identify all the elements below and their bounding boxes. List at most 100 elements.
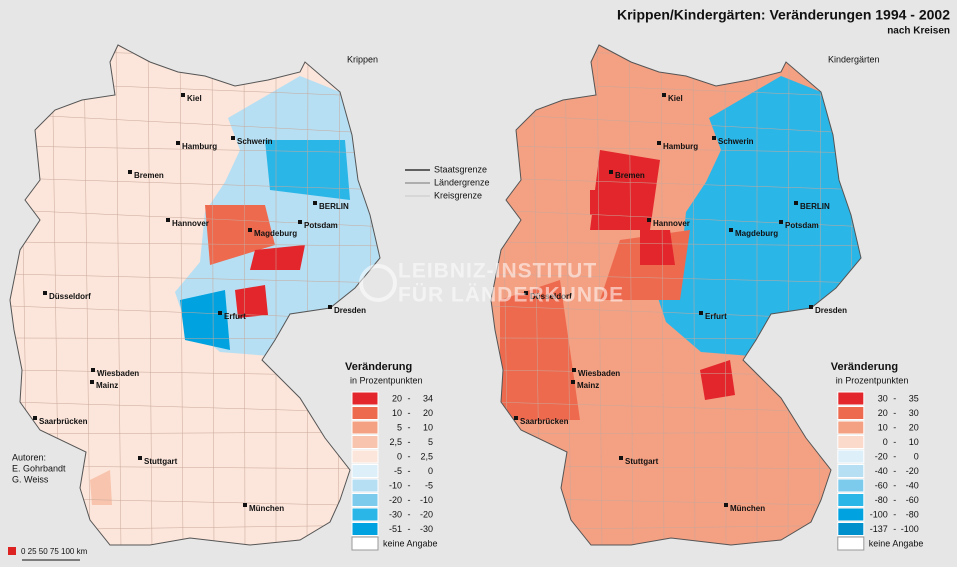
map-label: Kindergärten <box>828 54 880 64</box>
legend-dash: - <box>893 480 896 490</box>
city-marker <box>571 380 575 384</box>
legend-swatch <box>351 449 379 464</box>
legend-swatch <box>351 478 379 493</box>
city-label: BERLIN <box>800 202 830 211</box>
legend-swatch <box>837 464 865 478</box>
city-marker <box>218 311 222 315</box>
legend-to: 20 <box>909 422 919 432</box>
legend-no-data: keine Angabe <box>869 538 924 548</box>
city-label: Potsdam <box>785 221 819 230</box>
legend-to: 10 <box>423 422 433 432</box>
boundary-label: Kreisgrenze <box>434 190 482 200</box>
city-label: Stuttgart <box>144 457 178 466</box>
legend-swatch <box>837 406 865 420</box>
legend-dash: - <box>893 437 896 447</box>
region-patch <box>235 285 268 318</box>
city-marker <box>662 93 666 97</box>
city-label: Magdeburg <box>254 229 297 238</box>
city-label: BERLIN <box>319 202 349 211</box>
region-patch <box>560 420 660 540</box>
legend-to: -80 <box>906 509 919 519</box>
legend-from: -100 <box>870 509 888 519</box>
city-marker <box>609 170 613 174</box>
kreis-line <box>10 209 380 228</box>
legend-dash: - <box>408 495 411 505</box>
legend-from: -51 <box>389 524 402 534</box>
legend-no-data: keine Angabe <box>383 538 438 548</box>
legend-swatch <box>351 493 379 507</box>
legend-dash: - <box>408 451 411 461</box>
city-marker <box>91 368 95 372</box>
city-marker <box>572 368 576 372</box>
legend-unit: in Prozentpunkten <box>836 375 909 385</box>
legend-dash: - <box>893 509 896 519</box>
legend-swatch <box>351 536 379 551</box>
region-patch <box>590 190 630 215</box>
kreis-line <box>147 45 153 545</box>
legend-to: -30 <box>420 524 433 534</box>
legend-dash: - <box>408 437 411 447</box>
kreis-line <box>243 45 246 545</box>
kreis-line <box>10 241 380 247</box>
subtitle: nach Kreisen <box>887 26 950 37</box>
city-label: München <box>249 504 284 513</box>
city-label: München <box>730 504 765 513</box>
city-marker <box>779 220 783 224</box>
city-label: Wiesbaden <box>578 369 620 378</box>
city-marker <box>657 141 661 145</box>
city-label: Hamburg <box>182 142 217 151</box>
city-label: Dresden <box>334 306 366 315</box>
city-label: Schwerin <box>237 137 273 146</box>
city-marker <box>248 228 252 232</box>
legend-from: -20 <box>389 495 402 505</box>
kreis-line <box>491 49 861 61</box>
city-label: Mainz <box>577 381 599 390</box>
city-label: Erfurt <box>224 312 246 321</box>
legend-from: 30 <box>878 393 888 403</box>
boundary-label: Staatsgrenze <box>434 164 487 174</box>
kreis-line <box>818 45 822 545</box>
kreis-line <box>337 45 341 545</box>
legend-unit: in Prozentpunkten <box>350 375 423 385</box>
city-marker <box>43 291 47 295</box>
city-marker <box>794 201 798 205</box>
legend-to: 35 <box>909 393 919 403</box>
kreis-line <box>628 45 634 545</box>
region-patch <box>640 230 675 265</box>
legend-swatch <box>837 420 865 435</box>
region-patch <box>700 360 735 400</box>
legend-to: 34 <box>423 393 433 403</box>
city-label: Potsdam <box>304 221 338 230</box>
region-patch <box>180 290 230 350</box>
legend-from: 0 <box>883 437 888 447</box>
kreis-line <box>692 45 696 545</box>
kreis-line <box>179 45 184 545</box>
city-marker <box>313 201 317 205</box>
authors: E. Gohrbandt <box>12 463 66 473</box>
legend-from: 2,5 <box>389 437 402 447</box>
city-marker <box>809 305 813 309</box>
legend-from: 20 <box>878 408 888 418</box>
legend-to: 30 <box>909 408 919 418</box>
legend-to: 0 <box>428 466 433 476</box>
legend-from: -80 <box>875 495 888 505</box>
legend-swatch <box>351 522 379 536</box>
kreis-line <box>10 113 380 135</box>
legend-from: -40 <box>875 466 888 476</box>
legend-swatch <box>351 464 379 478</box>
city-label: Saarbrücken <box>39 417 88 426</box>
legend-swatch <box>837 522 865 536</box>
kreis-line <box>10 49 380 61</box>
city-label: Hannover <box>653 219 690 228</box>
watermark: LEIBNIZ-INSTITUT <box>398 260 597 283</box>
legend-to: -40 <box>906 480 919 490</box>
city-label: Kiel <box>668 94 683 103</box>
city-label: Bremen <box>134 171 164 180</box>
legend-dash: - <box>408 524 411 534</box>
map-label: Krippen <box>347 54 378 64</box>
kreis-line <box>10 145 380 154</box>
city-label: Wiesbaden <box>97 369 139 378</box>
city-marker <box>176 141 180 145</box>
region-patch <box>90 470 112 505</box>
city-label: Stuttgart <box>625 457 659 466</box>
